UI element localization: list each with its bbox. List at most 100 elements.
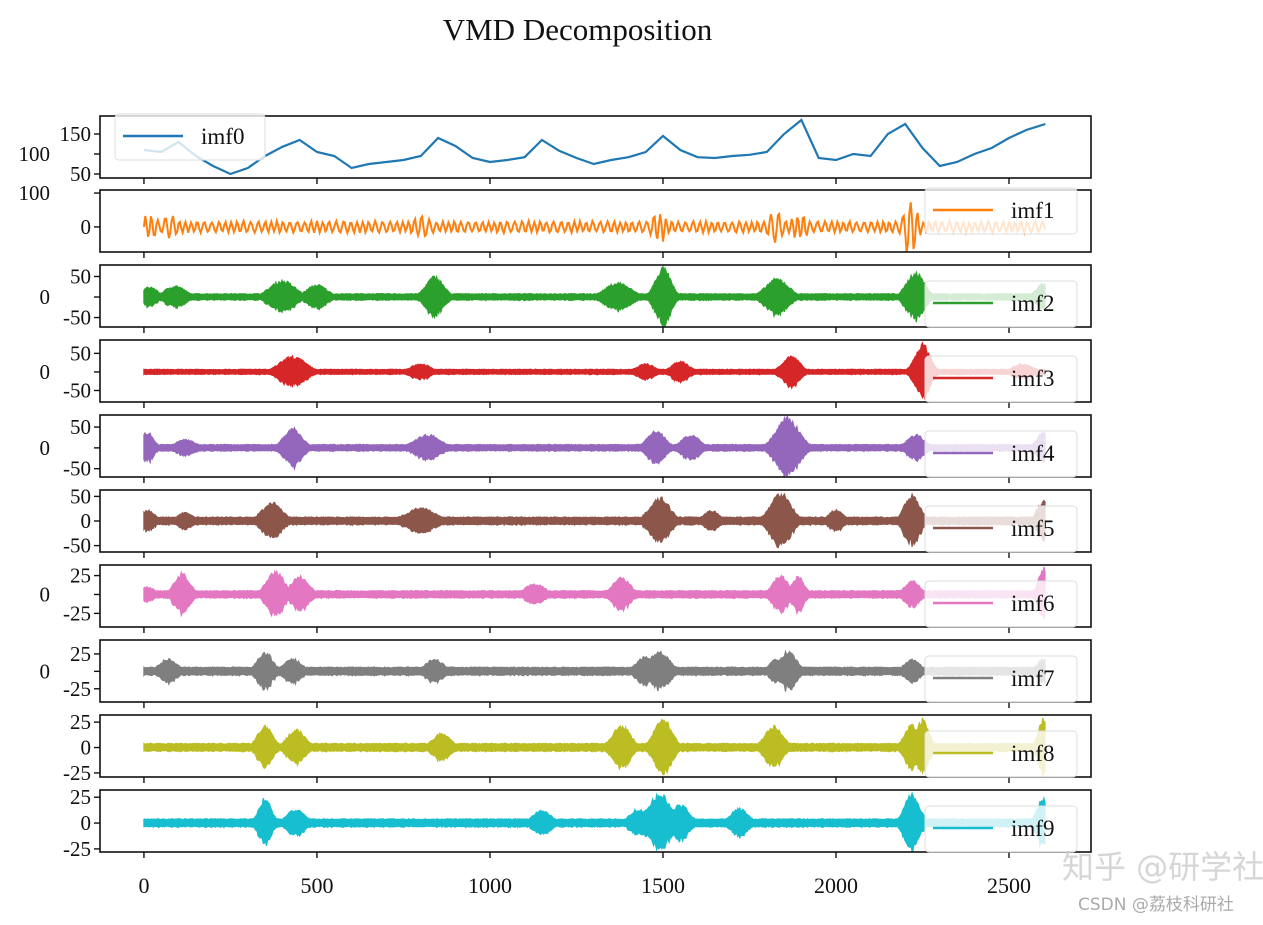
y-tick-label: 0 xyxy=(81,215,92,239)
y-tick-label: 100 xyxy=(19,181,51,205)
legend-box xyxy=(924,730,1078,778)
series-fill-imf7 xyxy=(143,649,1046,692)
legend-box xyxy=(924,280,1078,328)
legend-imf3: imf3 xyxy=(924,355,1078,403)
y-tick-label: -25 xyxy=(63,837,91,861)
series-fill-imf6 xyxy=(143,566,1046,621)
y-tick-label: 50 xyxy=(70,341,91,365)
chart-title: VMD Decomposition xyxy=(442,12,713,47)
y-tick-label: 0 xyxy=(40,285,51,309)
legend-box xyxy=(924,805,1078,853)
legend-label: imf6 xyxy=(1011,591,1054,616)
y-tick-label: 25 xyxy=(70,642,91,666)
subplot-imf1: 100 0 imf1 xyxy=(19,181,1092,258)
axes-frame xyxy=(99,339,1092,403)
y-tick-label: 50 xyxy=(70,415,91,439)
legend-label: imf9 xyxy=(1011,816,1054,841)
series-imf8 xyxy=(143,717,1046,777)
y-tick-label: 0 xyxy=(81,736,92,760)
y-tick-label: 0 xyxy=(40,360,51,384)
legend-label: imf1 xyxy=(1011,198,1054,223)
subplot-imf3: 50 0 -50 imf3 xyxy=(40,339,1092,408)
legend-box xyxy=(924,580,1078,628)
x-tick-label: 0 xyxy=(138,873,149,898)
legend-label: imf0 xyxy=(201,124,244,149)
y-tick-label: -50 xyxy=(63,306,91,330)
legend-imf0: imf0 xyxy=(114,113,266,161)
series-imf4 xyxy=(143,415,1046,477)
legend-imf2: imf2 xyxy=(924,280,1078,328)
series-imf5 xyxy=(143,492,1046,549)
legend-box xyxy=(924,355,1078,403)
axes-frame xyxy=(99,789,1092,853)
subplot-imf5: 500-50 imf5 xyxy=(63,484,1092,558)
y-tick-label: 0 xyxy=(40,436,51,460)
series-imf6 xyxy=(143,566,1046,621)
legend-imf1: imf1 xyxy=(924,187,1078,235)
series-imf1 xyxy=(142,202,1046,252)
y-tick-label: 100 xyxy=(19,142,51,166)
series-imf7 xyxy=(143,649,1046,692)
series-fill-imf2 xyxy=(143,265,1046,327)
y-tick-label: 25 xyxy=(70,564,91,588)
axes-frame xyxy=(99,115,1092,179)
axes-frame xyxy=(99,414,1092,478)
y-tick-label: 25 xyxy=(70,785,91,809)
legend-label: imf2 xyxy=(1011,291,1054,316)
subplot-imf4: 50 0 -50 imf4 xyxy=(40,414,1092,483)
legend-label: imf4 xyxy=(1011,441,1055,466)
axes-frame xyxy=(99,264,1092,328)
subplot-imf0: 150 100 50 imf0 xyxy=(19,113,1092,186)
series-line-imf1 xyxy=(142,202,1046,252)
subplot-imf6: 25 0 -25 imf6 xyxy=(40,564,1092,633)
legend-label: imf7 xyxy=(1011,666,1054,691)
legend-imf7: imf7 xyxy=(924,655,1078,703)
x-tick-label: 2000 xyxy=(814,873,858,898)
y-tick-label: 0 xyxy=(40,582,51,606)
legend-imf8: imf8 xyxy=(924,730,1078,778)
legend-imf4: imf4 xyxy=(924,430,1078,478)
subplot-imf7: 25 0 -25 imf7 xyxy=(40,639,1092,708)
y-tick-label: -25 xyxy=(63,601,91,625)
y-tick-label: -25 xyxy=(63,677,91,701)
y-tick-label: 0 xyxy=(81,811,92,835)
legend-box xyxy=(924,505,1078,553)
series-line-imf0 xyxy=(143,118,1046,176)
y-tick-label: 50 xyxy=(70,484,91,508)
legend-box xyxy=(114,113,266,161)
watermark-csdn: CSDN @荔枝科研社 xyxy=(1078,895,1234,915)
y-tick-label: 50 xyxy=(70,264,91,288)
legend-imf6: imf6 xyxy=(924,580,1078,628)
y-tick-label: -50 xyxy=(63,378,91,402)
legend-box xyxy=(924,655,1078,703)
legend-box xyxy=(924,187,1078,235)
series-fill-imf8 xyxy=(143,717,1046,777)
y-tick-label: -50 xyxy=(63,457,91,481)
y-tick-label: 150 xyxy=(60,122,92,146)
axes-frame xyxy=(99,189,1092,253)
series-fill-imf9 xyxy=(143,791,1046,852)
series-imf2 xyxy=(143,265,1046,327)
series-imf0 xyxy=(143,118,1046,176)
series-imf9 xyxy=(143,791,1046,852)
legend-box xyxy=(924,430,1078,478)
subplot-imf2: 50 0 -50 imf2 xyxy=(40,264,1092,333)
x-tick-label: 500 xyxy=(300,873,333,898)
series-fill-imf5 xyxy=(143,492,1046,549)
y-tick-label: 0 xyxy=(40,659,51,683)
y-tick-label: 50 xyxy=(70,162,91,186)
legend-imf9: imf9 xyxy=(924,805,1078,853)
x-tick-label: 1000 xyxy=(468,873,512,898)
y-tick-label: 25 xyxy=(70,710,91,734)
legend-label: imf3 xyxy=(1011,366,1054,391)
subplot-imf8: 250-25 imf8 xyxy=(63,710,1092,785)
y-tick-label: -50 xyxy=(63,534,91,558)
series-fill-imf4 xyxy=(143,415,1046,477)
legend-label: imf8 xyxy=(1011,741,1054,766)
axes-frame xyxy=(99,714,1092,778)
subplot-imf9: 250-25 imf9 xyxy=(63,785,1092,861)
x-tick-label: 1500 xyxy=(641,873,685,898)
x-tick-label: 2500 xyxy=(987,873,1031,898)
axes-frame xyxy=(99,564,1092,628)
